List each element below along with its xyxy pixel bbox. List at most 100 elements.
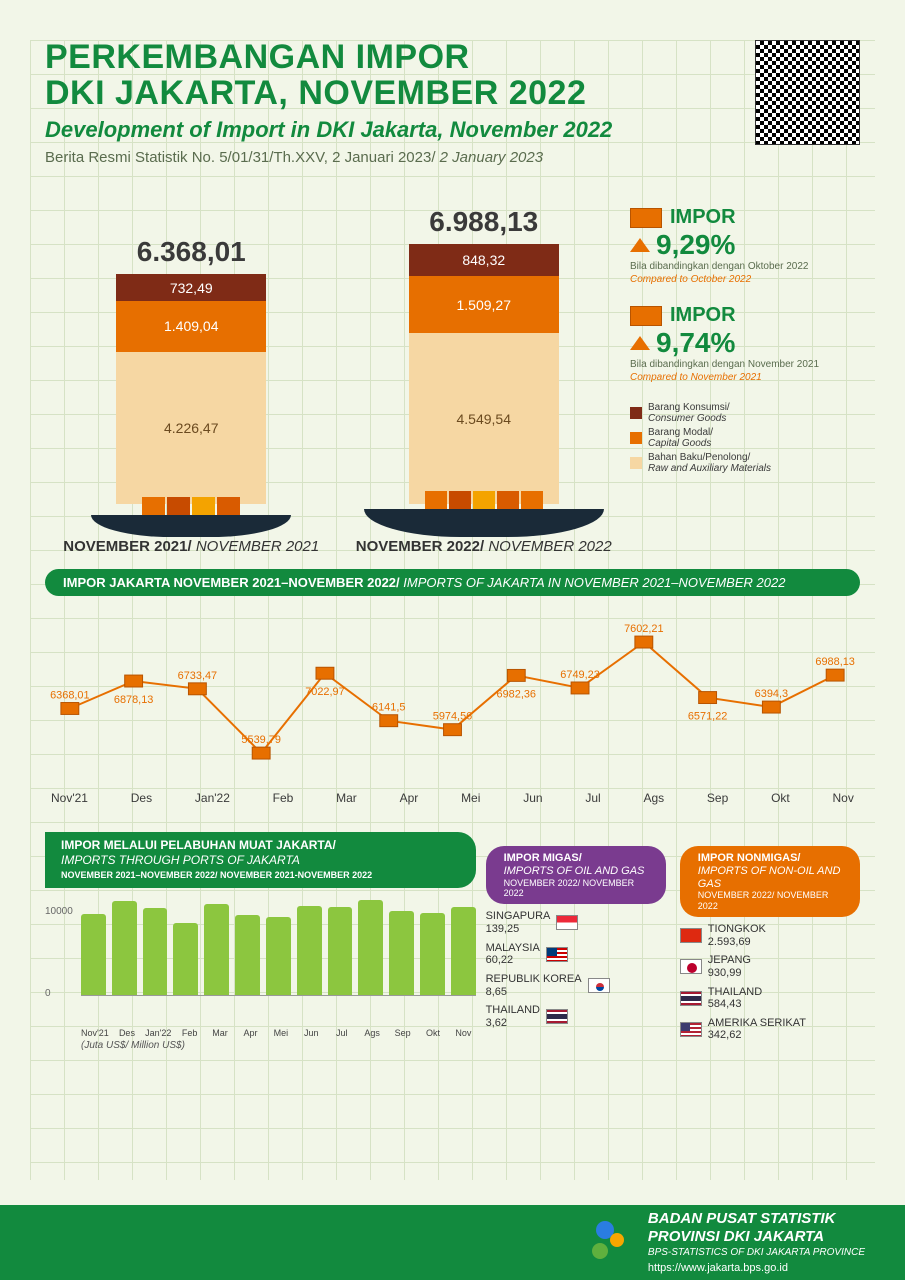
header-row: PERKEMBANGAN IMPOR DKI JAKARTA, NOVEMBER… xyxy=(45,40,860,166)
bar-segment-capital: 1.509,27 xyxy=(409,276,559,333)
ship-icon-2021 xyxy=(91,487,291,537)
port-bar xyxy=(235,915,260,994)
svg-text:6749,23: 6749,23 xyxy=(560,669,599,681)
port-bar xyxy=(420,913,445,995)
port-x-label: Feb xyxy=(177,1028,201,1038)
svg-text:6368,01: 6368,01 xyxy=(50,690,89,702)
svg-text:7602,21: 7602,21 xyxy=(624,623,663,635)
ship-icon-2022 xyxy=(364,477,604,537)
nonmigas-band: IMPOR NONMIGAS/ IMPORTS OF NON-OIL AND G… xyxy=(680,846,860,917)
footer: BADAN PUSAT STATISTIK PROVINSI DKI JAKAR… xyxy=(0,1205,905,1280)
port-bar xyxy=(81,914,106,995)
legend-swatch xyxy=(630,407,642,419)
x-label: Des xyxy=(131,791,152,805)
title-block: PERKEMBANGAN IMPOR DKI JAKARTA, NOVEMBER… xyxy=(45,40,612,166)
flag-icon xyxy=(546,947,568,962)
legend-swatch xyxy=(630,432,642,444)
x-label: Apr xyxy=(400,791,419,805)
container-icon xyxy=(630,306,662,326)
port-x-label: Jan'22 xyxy=(145,1028,171,1038)
port-bar xyxy=(112,901,137,994)
bar-total-2021: 6.368,01 xyxy=(45,236,338,268)
svg-text:5974,56: 5974,56 xyxy=(433,711,472,723)
stacked-bar-2022: 848,321.509,274.549,54 xyxy=(409,244,559,504)
x-label: Feb xyxy=(273,791,294,805)
lower-section: IMPOR MELALUI PELABUHAN MUAT JAKARTA/ IM… xyxy=(45,832,860,1050)
migas-list: SINGAPURA139,25 MALAYSIA60,22 REPUBLIK KOR… xyxy=(486,910,666,1029)
x-label: Mar xyxy=(336,791,357,805)
y-tick: 10000 xyxy=(45,906,73,917)
impor-stat-card: IMPOR 9,74% Bila dibandingkan dengan Nov… xyxy=(630,304,860,384)
title-line2: DKI JAKARTA, NOVEMBER 2022 xyxy=(45,76,612,112)
line-chart-header-band: IMPOR JAKARTA NOVEMBER 2021–NOVEMBER 202… xyxy=(45,569,860,596)
bar-segment-raw: 4.226,47 xyxy=(116,352,266,505)
x-label: Sep xyxy=(707,791,728,805)
country-row: JEPANG930,99 xyxy=(680,954,860,979)
port-x-label: Okt xyxy=(421,1028,445,1038)
legend-item: Barang Modal/Capital Goods xyxy=(630,427,860,449)
flag-icon xyxy=(680,1022,702,1037)
port-bar xyxy=(204,904,229,995)
port-x-label: Des xyxy=(115,1028,139,1038)
port-x-label: Mei xyxy=(269,1028,293,1038)
stacked-col-2022: 6.988,13 848,321.509,274.549,54 NOVEMBER… xyxy=(338,206,631,555)
svg-text:6878,13: 6878,13 xyxy=(114,694,153,706)
footer-text: BADAN PUSAT STATISTIK PROVINSI DKI JAKAR… xyxy=(648,1210,865,1276)
bps-logo xyxy=(588,1221,632,1265)
container-icon xyxy=(630,208,662,228)
stacked-bar-section: 6.368,01 732,491.409,044.226,47 NOVEMBER… xyxy=(45,206,860,555)
svg-text:6571,22: 6571,22 xyxy=(688,711,727,723)
content: PERKEMBANGAN IMPOR DKI JAKARTA, NOVEMBER… xyxy=(0,0,905,1051)
svg-text:6982,36: 6982,36 xyxy=(497,689,536,701)
bar-total-2022: 6.988,13 xyxy=(338,206,631,238)
up-triangle-icon xyxy=(630,238,650,252)
bar-label-2021: NOVEMBER 2021/ NOVEMBER 2021 xyxy=(45,538,338,555)
ports-xlabels: Nov'21DesJan'22FebMarAprMeiJunJulAgsSepO… xyxy=(45,1028,476,1038)
svg-text:6394,3: 6394,3 xyxy=(755,689,788,701)
x-label: Jun xyxy=(523,791,542,805)
nonmigas-column: IMPOR NONMIGAS/ IMPORTS OF NON-OIL AND G… xyxy=(680,832,860,1048)
svg-text:7022,97: 7022,97 xyxy=(305,686,344,698)
ports-unit: (Juta US$/ Million US$) xyxy=(45,1040,476,1051)
impor-stat-card: IMPOR 9,29% Bila dibandingkan dengan Okt… xyxy=(630,206,860,286)
port-x-label: Nov xyxy=(451,1028,475,1038)
legend-item: Bahan Baku/Penolong/Raw and Auxiliary Ma… xyxy=(630,452,860,474)
qr-code xyxy=(755,40,860,145)
flag-icon xyxy=(680,959,702,974)
country-row: SINGAPURA139,25 xyxy=(486,910,666,935)
flag-icon xyxy=(556,915,578,930)
x-label: Mei xyxy=(461,791,480,805)
port-bar xyxy=(389,911,414,994)
migas-column: IMPOR MIGAS/ IMPORTS OF OIL AND GAS NOVE… xyxy=(486,832,666,1048)
country-lists: IMPOR MIGAS/ IMPORTS OF OIL AND GAS NOVE… xyxy=(486,832,860,1048)
flag-icon xyxy=(588,978,610,993)
bar-label-2022: NOVEMBER 2022/ NOVEMBER 2022 xyxy=(338,538,631,555)
port-x-label: Mar xyxy=(208,1028,232,1038)
svg-text:6988,13: 6988,13 xyxy=(815,657,854,669)
x-label: Jan'22 xyxy=(195,791,230,805)
doc-reference: Berita Resmi Statistik No. 5/01/31/Th.XX… xyxy=(45,149,612,166)
legend-item: Barang Konsumsi/Consumer Goods xyxy=(630,402,860,424)
port-bar xyxy=(173,923,198,995)
port-x-label: Apr xyxy=(238,1028,262,1038)
port-x-label: Sep xyxy=(390,1028,414,1038)
flag-icon xyxy=(546,1009,568,1024)
country-row: MALAYSIA60,22 xyxy=(486,942,666,967)
country-row: REPUBLIK KOREA8,65 xyxy=(486,973,666,998)
x-label: Okt xyxy=(771,791,790,805)
impor-stats-column: IMPOR 9,29% Bila dibandingkan dengan Okt… xyxy=(630,206,860,555)
ports-column: IMPOR MELALUI PELABUHAN MUAT JAKARTA/ IM… xyxy=(45,832,476,1050)
port-x-label: Jul xyxy=(330,1028,354,1038)
stacked-bar-2021: 732,491.409,044.226,47 xyxy=(116,274,266,504)
port-bar xyxy=(328,907,353,995)
port-x-label: Nov'21 xyxy=(81,1028,109,1038)
up-triangle-icon xyxy=(630,336,650,350)
migas-band: IMPOR MIGAS/ IMPORTS OF OIL AND GAS NOVE… xyxy=(486,846,666,904)
stacked-col-2021: 6.368,01 732,491.409,044.226,47 NOVEMBER… xyxy=(45,206,338,555)
footer-url[interactable]: https://www.jakarta.bps.go.id xyxy=(648,1262,788,1274)
flag-icon xyxy=(680,991,702,1006)
line-chart: 6368,016878,136733,475539,797022,976141,… xyxy=(45,606,860,826)
port-bar xyxy=(143,908,168,995)
x-label: Nov'21 xyxy=(51,791,88,805)
svg-text:6141,5: 6141,5 xyxy=(372,702,405,714)
